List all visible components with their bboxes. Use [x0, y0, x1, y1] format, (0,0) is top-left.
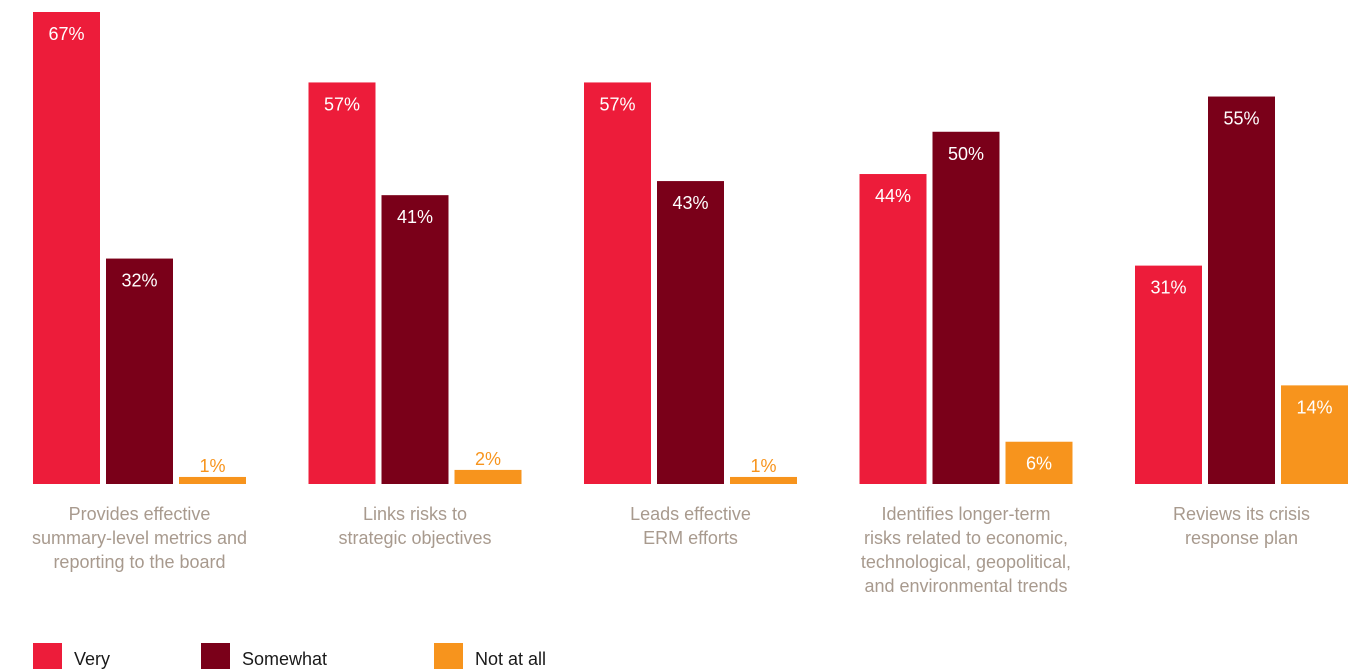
category-label-line: reporting to the board — [53, 552, 225, 572]
bar — [381, 195, 449, 484]
bar-value-label: 67% — [48, 24, 84, 44]
category-label-line: Provides effective — [69, 504, 211, 524]
category-label-line: strategic objectives — [338, 528, 491, 548]
bar-value-label: 1% — [750, 456, 776, 476]
category-label: Leads effective ERM efforts — [630, 504, 751, 548]
bar-value-label: 50% — [948, 144, 984, 164]
category-label-line: and environmental trends — [864, 576, 1067, 596]
legend-label-somewhat: Somewhat — [242, 649, 328, 669]
bar — [308, 82, 376, 485]
bar — [1005, 441, 1073, 484]
bar — [730, 476, 797, 484]
bar-value-label: 2% — [475, 449, 501, 469]
bar-value-label: 55% — [1223, 109, 1259, 129]
bar — [657, 181, 724, 484]
bar-value-label: 32% — [121, 271, 157, 291]
legend-swatch-somewhat — [201, 643, 230, 669]
legend-label-not-at-all: Not at all — [475, 649, 547, 669]
category-label-line: summary-level metrics and — [32, 528, 247, 548]
legend-swatch-very — [33, 643, 62, 669]
legend: Somewhat — [201, 639, 327, 669]
category-label-line: Links risks to — [363, 504, 467, 524]
bar — [179, 476, 246, 484]
bar-value-label: 14% — [1296, 397, 1332, 417]
bar — [1281, 385, 1348, 484]
category-label-line: response plan — [1185, 528, 1298, 548]
bar — [932, 131, 1000, 484]
category-label-line: Reviews its crisis — [1173, 504, 1310, 524]
bar-value-label: 1% — [199, 456, 225, 476]
bar — [1208, 96, 1275, 484]
bar-value-label: 31% — [1150, 278, 1186, 298]
bar-value-label: 43% — [672, 193, 708, 213]
bar-value-label: 57% — [599, 94, 635, 114]
bar — [859, 174, 927, 484]
legend-label-very: Very — [74, 649, 111, 669]
category-label-line: ERM efforts — [643, 528, 738, 548]
bar-value-label: 57% — [324, 94, 360, 114]
bar — [454, 469, 522, 484]
legend: Very — [33, 639, 110, 669]
category-label: Links risks to strategic objectives — [338, 504, 491, 548]
bar-chart: 67% 32% 1% Provides effective summary-level … — [32, 12, 1348, 596]
category-label-line: risks related to economic, — [864, 528, 1068, 548]
category-label: Provides effective summary-level metrics … — [32, 504, 247, 572]
category-label: Identifies longer-term risks related to e… — [861, 504, 1071, 596]
bar — [1135, 265, 1202, 484]
category-label: Reviews its crisis response plan — [1173, 504, 1310, 548]
category-label-line: Identifies longer-term — [881, 504, 1050, 524]
bar-value-label: 44% — [875, 186, 911, 206]
bar — [33, 12, 100, 484]
bar — [584, 82, 651, 485]
bar-value-label: 6% — [1026, 454, 1052, 474]
bar — [106, 258, 173, 484]
category-label-line: technological, geopolitical, — [861, 552, 1071, 572]
legend-swatch-not-at-all — [434, 643, 463, 669]
bar-value-label: 41% — [397, 207, 433, 227]
category-label-line: Leads effective — [630, 504, 751, 524]
legend: Not at all — [434, 639, 546, 669]
